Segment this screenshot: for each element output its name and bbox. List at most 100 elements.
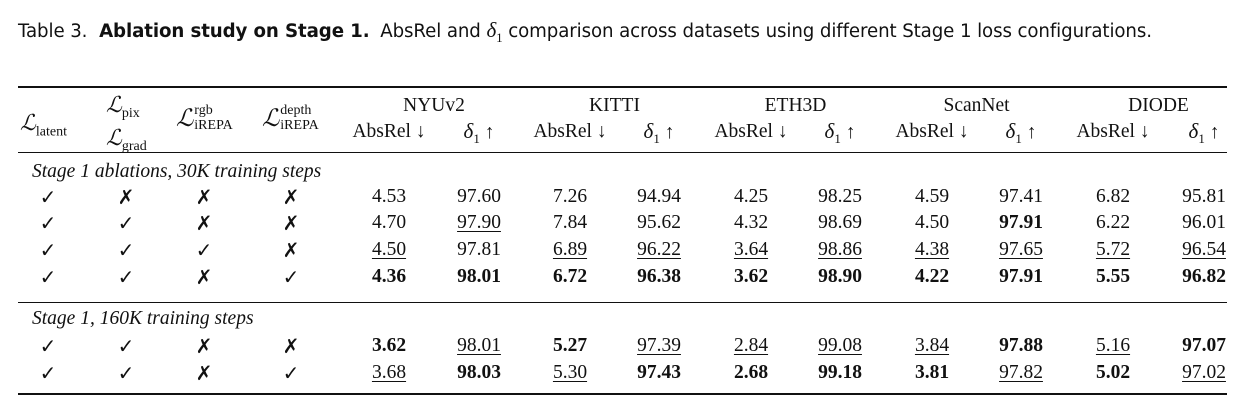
loss-grad: ℒgrad [106,127,147,154]
table-cell: 5.30 [552,362,588,383]
metric-absrel-header: AbsRel ↓ [714,122,787,142]
table-cell: 96.38 [637,266,681,287]
cross-icon: ✗ [195,265,213,289]
delta-subscript: 1 [1198,130,1205,146]
metric-delta1-header: δ1 ↑ [464,121,495,145]
metric-absrel-label: AbsRel [1076,121,1135,142]
check-icon: ✓ [117,334,135,358]
loss-header-pix-grad: ℒpix ℒgrad [106,94,147,154]
delta-subscript: 1 [1015,130,1022,146]
header-rule [18,152,1227,153]
loss-scripts: rgb iREPA [194,103,233,133]
table-cell: 99.08 [818,335,862,356]
up-arrow-icon: ↑ [1021,122,1037,143]
loss-superscript: rgb [194,103,213,118]
down-arrow-icon: ↓ [591,121,607,142]
section-title: Stage 1 ablations, 30K training steps [32,161,322,182]
table-cell: 97.81 [457,239,501,260]
check-icon: ✓ [117,238,135,262]
check-icon: ✓ [195,238,213,262]
cross-icon: ✗ [282,238,300,262]
delta-subscript: 1 [473,130,480,146]
table-cell: 97.07 [1182,335,1226,356]
table-cell: 97.41 [999,186,1043,207]
table-cell: 97.43 [637,362,681,383]
cross-icon: ✗ [282,185,300,209]
loss-symbol: ℒ [262,105,280,132]
table-cell: 5.55 [1095,266,1131,287]
down-arrow-icon: ↓ [772,121,788,142]
loss-symbol: ℒ [106,92,122,117]
table-cell: 5.16 [1095,335,1131,356]
check-icon: ✓ [282,361,300,385]
metric-delta1-header: δ1 ↑ [644,121,675,145]
down-arrow-icon: ↓ [1134,121,1150,142]
table-cell: 6.82 [1095,186,1131,207]
loss-scripts: depth iREPA [280,103,319,133]
table-cell: 7.84 [552,212,588,233]
cross-icon: ✗ [117,185,135,209]
loss-symbol: ℒ [20,110,36,135]
metric-absrel-header: AbsRel ↓ [1076,122,1149,142]
metric-absrel-label: AbsRel [533,121,592,142]
check-icon: ✓ [39,265,57,289]
top-rule [18,86,1227,88]
up-arrow-icon: ↑ [659,122,675,143]
table-cell: 4.22 [914,266,950,287]
table-cell: 99.18 [818,362,862,383]
table-cell: 97.91 [999,266,1043,287]
table-cell: 4.38 [914,239,950,260]
table-cell: 6.22 [1095,212,1131,233]
dataset-header-scannet: ScanNet [943,95,1010,116]
caption-text-before: AbsRel and [380,21,481,42]
table-cell: 4.50 [914,212,950,233]
table-cell: 97.91 [999,212,1043,233]
table-cell: 3.84 [914,335,950,356]
table-cell: 5.27 [552,335,588,356]
dataset-header-eth3d: ETH3D [764,95,827,116]
check-icon: ✓ [117,211,135,235]
table-cell: 6.89 [552,239,588,260]
dataset-header-nyuv2: NYUv2 [403,95,465,116]
metric-absrel-label: AbsRel [714,121,773,142]
table-cell: 98.90 [818,266,862,287]
table-cell: 97.90 [457,212,501,233]
caption-delta: δ1 [486,18,503,46]
table-cell: 98.69 [818,212,862,233]
metric-absrel-header: AbsRel ↓ [352,122,425,142]
dataset-header-kitti: KITTI [589,95,640,116]
table-cell: 97.65 [999,239,1043,260]
metric-delta1-header: δ1 ↑ [1006,121,1037,145]
table-cell: 4.53 [371,186,407,207]
table-cell: 94.94 [637,186,681,207]
loss-subscript: iREPA [280,117,319,133]
up-arrow-icon: ↑ [1204,122,1220,143]
check-icon: ✓ [39,211,57,235]
section-title: Stage 1, 160K training steps [32,308,254,329]
section-rule [18,302,1227,303]
loss-header-latent: ℒlatent [20,112,67,139]
check-icon: ✓ [39,334,57,358]
table-cell: 3.62 [371,335,407,356]
cross-icon: ✗ [195,334,213,358]
bottom-rule [18,393,1227,395]
caption-label: Table 3. [18,21,88,42]
loss-subscript: iREPA [194,117,233,133]
table-cell: 96.01 [1182,212,1226,233]
down-arrow-icon: ↓ [410,121,426,142]
table-cell: 98.01 [457,266,501,287]
table-cell: 2.84 [733,335,769,356]
loss-subscript: grad [121,139,147,154]
metric-delta1-header: δ1 ↑ [825,121,856,145]
up-arrow-icon: ↑ [840,122,856,143]
table-cell: 4.50 [371,239,407,260]
cross-icon: ✗ [282,211,300,235]
check-icon: ✓ [39,238,57,262]
table-cell: 4.32 [733,212,769,233]
caption-title: Ablation study on Stage 1. [99,21,370,42]
table-cell: 96.54 [1182,239,1226,260]
table-cell: 97.60 [457,186,501,207]
table-cell: 98.25 [818,186,862,207]
table-cell: 5.72 [1095,239,1131,260]
